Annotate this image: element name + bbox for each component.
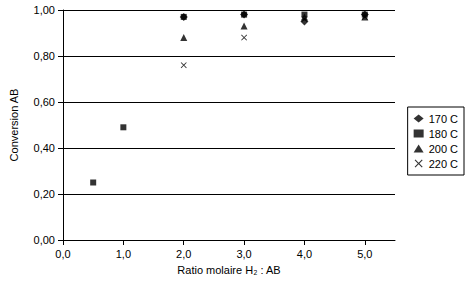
svg-text:4,0: 4,0	[297, 248, 312, 260]
svg-text:0,00: 0,00	[34, 234, 55, 246]
svg-text:0,0: 0,0	[55, 248, 70, 260]
svg-text:200 C: 200 C	[429, 143, 458, 155]
svg-text:0,40: 0,40	[34, 142, 55, 154]
svg-text:0,20: 0,20	[34, 188, 55, 200]
svg-text:220 C: 220 C	[429, 158, 458, 170]
svg-text:2,0: 2,0	[176, 248, 191, 260]
svg-text:170 C: 170 C	[429, 113, 458, 125]
svg-text:5,0: 5,0	[357, 248, 372, 260]
svg-text:0,80: 0,80	[34, 50, 55, 62]
svg-text:Conversion AB: Conversion AB	[8, 89, 20, 162]
svg-text:3,0: 3,0	[236, 248, 251, 260]
svg-text:1,0: 1,0	[116, 248, 131, 260]
svg-text:0,60: 0,60	[34, 96, 55, 108]
svg-text:180 C: 180 C	[429, 128, 458, 140]
svg-text:1,00: 1,00	[34, 4, 55, 16]
svg-text:Ratio molaire H₂ : AB: Ratio molaire H₂ : AB	[177, 264, 280, 276]
